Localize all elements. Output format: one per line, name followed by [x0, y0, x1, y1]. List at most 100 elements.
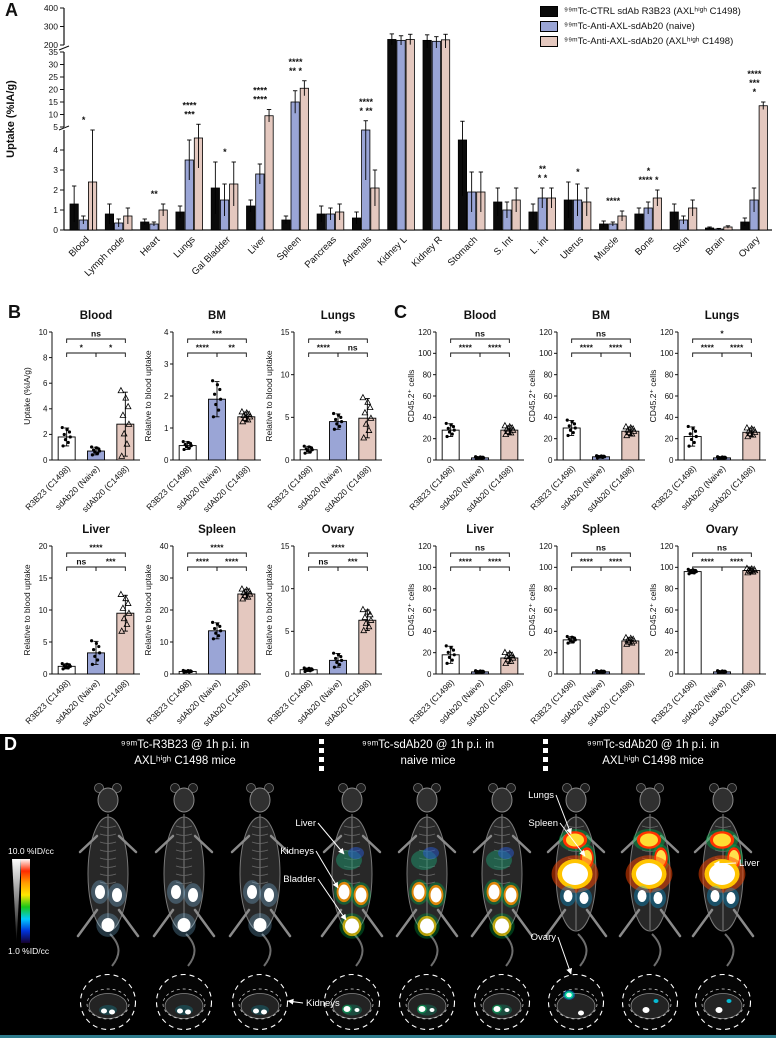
cross-section [547, 973, 605, 1031]
legend-swatch [540, 36, 558, 47]
legend-label: ⁹⁹ᵐTc-Anti-AXL-sdAb20 (AXLʰⁱᵍʰ C1498) [564, 36, 734, 47]
scale-min-label: 1.0 %ID/cc [8, 946, 50, 956]
svg-text:40: 40 [544, 413, 553, 422]
svg-text:CD45.2⁺ cells: CD45.2⁺ cells [648, 584, 658, 637]
svg-text:Kidneys: Kidneys [280, 846, 314, 857]
scatter-points [90, 639, 102, 666]
scatter-points [211, 379, 223, 419]
svg-text:6: 6 [43, 379, 48, 388]
svg-text:****: **** [288, 57, 303, 67]
scatter-points [302, 666, 314, 674]
svg-text:Liver: Liver [466, 524, 494, 536]
cross-section [155, 973, 213, 1031]
svg-text:2: 2 [164, 392, 169, 401]
svg-text:20: 20 [665, 648, 674, 657]
scatter-points [565, 418, 577, 438]
svg-text:****: **** [359, 97, 374, 107]
svg-text:10: 10 [39, 606, 48, 615]
legend-label: ⁹⁹ᵐTc-Anti-AXL-sdAb20 (naive) [564, 21, 695, 32]
scatter-points [359, 393, 375, 441]
spect-group-2-title: ⁹⁹ᵐTc-sdAb20 @ 1h p.i. in naive mice [330, 737, 526, 769]
svg-text:**: ** [228, 343, 235, 353]
bar [758, 105, 768, 231]
scatter-points [716, 455, 728, 461]
svg-text:****: **** [253, 95, 268, 105]
svg-text:****: **** [225, 557, 239, 567]
svg-text:0: 0 [164, 456, 169, 465]
spect-ct-images: Liver Kidneys Bladder Lungs Spleen Liver Ovary… [76, 783, 760, 1031]
svg-text:3: 3 [164, 360, 169, 369]
svg-text:5: 5 [285, 413, 290, 422]
svg-text:Kidneys: Kidneys [306, 998, 340, 1009]
mouse-scan [395, 783, 459, 967]
group-3-title-line1: ⁹⁹ᵐTc-sdAb20 @ 1h p.i. in [586, 739, 720, 751]
svg-text:Adrenals: Adrenals [340, 234, 374, 268]
svg-text:** *: ** * [289, 66, 303, 76]
bar [299, 87, 309, 231]
svg-text:2: 2 [43, 430, 48, 439]
svg-text:0: 0 [669, 670, 674, 679]
cross-section [621, 973, 679, 1031]
svg-text:CD45.2⁺ cells: CD45.2⁺ cells [406, 584, 416, 637]
cross-section [231, 973, 289, 1031]
svg-text:20: 20 [160, 606, 169, 615]
svg-text:4: 4 [53, 145, 58, 155]
svg-text:Ovary: Ovary [706, 524, 739, 536]
svg-text:CD45.2⁺ cells: CD45.2⁺ cells [648, 370, 658, 423]
svg-text:1: 1 [164, 424, 169, 433]
svg-text:Bladder: Bladder [283, 874, 316, 885]
mouse-scan [228, 783, 292, 967]
svg-text:10: 10 [49, 110, 59, 120]
svg-text:0: 0 [164, 670, 169, 679]
svg-text:20: 20 [544, 434, 553, 443]
panel-c-charts: Blood 0 20 40 60 80 100 120 CD45.2⁺ cells R3B23 (… [406, 306, 769, 732]
svg-text:40: 40 [160, 542, 169, 551]
svg-text:35: 35 [49, 47, 59, 57]
intensity-color-scale: 10.0 %ID/cc 1.0 %ID/cc [8, 846, 70, 956]
scatter-points [117, 590, 133, 634]
scatter-points [501, 421, 517, 437]
svg-text:0: 0 [43, 456, 48, 465]
bar [422, 39, 432, 231]
svg-text:120: 120 [660, 542, 674, 551]
svg-text:Kidney R: Kidney R [410, 234, 445, 269]
svg-text:Uptake (%IA/g): Uptake (%IA/g) [22, 367, 32, 425]
panel-b-label: B [8, 302, 21, 322]
svg-text:0: 0 [669, 456, 674, 465]
svg-text:5: 5 [53, 122, 58, 132]
svg-text:Ovary: Ovary [322, 524, 355, 536]
scale-rainbow [21, 859, 30, 943]
svg-text:Lungs: Lungs [172, 234, 198, 260]
group-1-title-line2: AXLʰⁱᵍʰ C1498 mice [134, 755, 236, 768]
svg-text:40: 40 [423, 413, 432, 422]
svg-text:***: *** [749, 78, 760, 88]
scatter-points [622, 633, 638, 647]
svg-text:Lungs: Lungs [321, 310, 356, 322]
svg-text:4: 4 [43, 405, 48, 414]
svg-text:15: 15 [281, 328, 290, 337]
scatter-points [501, 648, 517, 666]
svg-text:10: 10 [281, 584, 290, 593]
bar [431, 40, 441, 231]
svg-text:30: 30 [49, 60, 59, 70]
svg-text:ns: ns [348, 343, 358, 353]
group-3-title-line2: AXLʰⁱᵍʰ C1498 mice [602, 755, 704, 768]
scatter-points [332, 411, 344, 431]
svg-text:* **: * ** [360, 106, 374, 116]
svg-text:10: 10 [160, 638, 169, 647]
svg-text:60: 60 [544, 392, 553, 401]
svg-text:ns: ns [91, 329, 101, 339]
svg-text:Ovary: Ovary [531, 932, 557, 943]
panel-d: D ⁹⁹ᵐTc-R3B23 @ 1h p.i. in AXLʰⁱᵍʰ C1498… [0, 734, 776, 1035]
scatter-points [181, 439, 193, 452]
svg-text:15: 15 [39, 574, 48, 583]
svg-text:120: 120 [539, 328, 553, 337]
svg-text:CD45.2⁺ cells: CD45.2⁺ cells [527, 584, 537, 637]
svg-text:* *: * * [538, 173, 548, 183]
significance: ************************* ****** ***** *… [82, 57, 762, 206]
svg-text:8: 8 [43, 353, 48, 362]
svg-text:60: 60 [423, 606, 432, 615]
